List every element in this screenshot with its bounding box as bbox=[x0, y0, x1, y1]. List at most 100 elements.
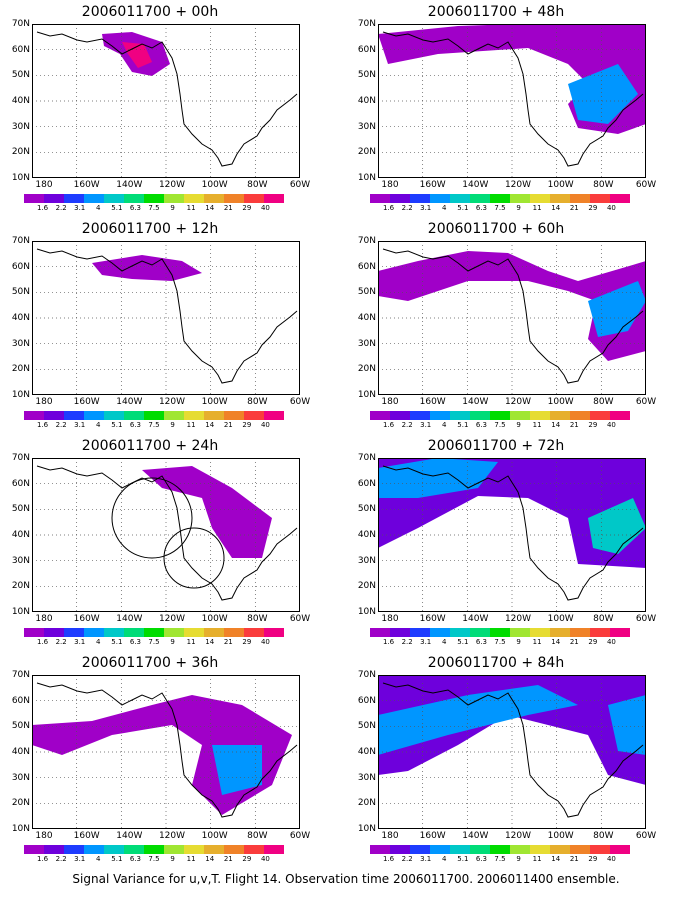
colorbar-segment bbox=[124, 628, 144, 637]
colorbar-segment bbox=[164, 628, 184, 637]
colorbar-segment bbox=[164, 411, 184, 420]
colorbar-label: 3.1 bbox=[74, 638, 86, 646]
lat-tick-label: 60N bbox=[357, 261, 376, 272]
colorbar-segment bbox=[430, 194, 450, 203]
colorbar-label: 4 bbox=[96, 638, 101, 646]
lat-tick-label: 40N bbox=[11, 96, 30, 106]
colorbar-label: 7.5 bbox=[148, 855, 160, 863]
lat-tick-label: 60N bbox=[11, 478, 30, 489]
coastline bbox=[382, 682, 644, 818]
map-panel-12h: 2006011700 + 12h 70N 60N 50N 40N 30N 20N 10N 180… bbox=[0, 221, 310, 433]
lat-tick-label: 70N bbox=[11, 453, 30, 463]
lat-tick-label: 20N bbox=[11, 364, 30, 375]
colorbar-label: 5.1 bbox=[111, 204, 123, 212]
colorbar-segment bbox=[84, 628, 104, 637]
colorbar-label: 4 bbox=[96, 421, 101, 429]
colorbar-segment bbox=[104, 628, 124, 637]
map-plot bbox=[378, 675, 646, 829]
lon-tick-label: 100W bbox=[201, 180, 228, 190]
colorbar-segment bbox=[450, 628, 470, 637]
lon-tick-label: 180 bbox=[35, 831, 53, 841]
colorbar-label: 7.5 bbox=[494, 204, 506, 212]
lat-tick-label: 10N bbox=[11, 824, 30, 834]
colorbar-segment bbox=[370, 411, 390, 420]
colorbar-label: 14 bbox=[551, 855, 561, 863]
lon-tick-label: 160W bbox=[73, 614, 100, 624]
lat-tick-label: 70N bbox=[11, 670, 30, 680]
colorbar-label: 1.6 bbox=[382, 638, 395, 646]
colorbar-label: 9 bbox=[516, 638, 521, 646]
map-frame bbox=[378, 24, 646, 178]
map-panel-00h: 2006011700 + 00h 70N 60N 50N 40N 30N 20N 10N 180… bbox=[0, 4, 310, 216]
colorbar-label: 11 bbox=[532, 638, 542, 646]
colorbar-label: 2.2 bbox=[401, 638, 413, 646]
lat-tick-label: 10N bbox=[357, 173, 376, 183]
lat-tick-label: 20N bbox=[11, 581, 30, 592]
colorbar-segment bbox=[184, 194, 204, 203]
colorbar-label: 14 bbox=[205, 638, 215, 646]
colorbar-segment bbox=[430, 628, 450, 637]
colorbar-segment bbox=[224, 628, 244, 637]
colorbar-segment bbox=[24, 411, 44, 420]
colorbar-segment bbox=[264, 845, 284, 854]
variance-shading bbox=[212, 745, 262, 795]
colorbar-segment bbox=[44, 845, 64, 854]
colorbar-label: 40 bbox=[260, 855, 270, 863]
colorbar-segment bbox=[204, 845, 224, 854]
colorbar-label: 9 bbox=[516, 421, 521, 429]
colorbar-label: 11 bbox=[186, 855, 196, 863]
lat-tick-label: 20N bbox=[357, 798, 376, 809]
lon-tick-label: 80W bbox=[593, 180, 614, 190]
colorbar-segment bbox=[530, 845, 550, 854]
colorbar-segment bbox=[450, 845, 470, 854]
variance-shading bbox=[588, 281, 646, 337]
map-panel-36h: 2006011700 + 36h 70N 60N 50N 40N 30N 20N 10N 180… bbox=[0, 655, 310, 867]
colorbar-label: 1.6 bbox=[36, 204, 49, 212]
lon-tick-label: 80W bbox=[247, 614, 268, 624]
colorbar-label: 29 bbox=[242, 421, 252, 429]
colorbar-segment bbox=[224, 411, 244, 420]
colorbar-label: 40 bbox=[606, 638, 616, 646]
colorbar bbox=[24, 411, 284, 420]
colorbar-label: 21 bbox=[569, 204, 579, 212]
colorbar-label: 6.3 bbox=[475, 204, 487, 212]
lon-tick-label: 140W bbox=[462, 397, 489, 407]
colorbar-label: 40 bbox=[260, 421, 270, 429]
colorbar-label: 21 bbox=[223, 204, 233, 212]
colorbar-segment bbox=[510, 628, 530, 637]
lat-tick-label: 40N bbox=[357, 313, 376, 323]
colorbar-label: 29 bbox=[242, 638, 252, 646]
colorbar-label: 14 bbox=[551, 638, 561, 646]
colorbar-segment bbox=[430, 411, 450, 420]
lon-tick-label: 100W bbox=[201, 614, 228, 624]
colorbar-segment bbox=[470, 845, 490, 854]
lon-tick-label: 60W bbox=[289, 614, 311, 624]
observation-circle bbox=[163, 527, 225, 589]
colorbar-label: 11 bbox=[532, 421, 542, 429]
colorbar-label: 40 bbox=[606, 855, 616, 863]
lat-tick-label: 20N bbox=[11, 798, 30, 809]
colorbar-label: 9 bbox=[516, 204, 521, 212]
colorbar-segment bbox=[430, 845, 450, 854]
lat-tick-label: 70N bbox=[357, 670, 376, 680]
map-plot bbox=[32, 458, 300, 612]
lat-tick-label: 30N bbox=[357, 121, 376, 132]
coastline bbox=[36, 31, 298, 167]
lat-tick-label: 10N bbox=[357, 824, 376, 834]
coastline bbox=[36, 682, 298, 818]
colorbar-label: 7.5 bbox=[148, 421, 160, 429]
lat-tick-label: 70N bbox=[11, 236, 30, 246]
colorbar-segment bbox=[450, 411, 470, 420]
lon-tick-label: 140W bbox=[462, 180, 489, 190]
colorbar-segment bbox=[164, 194, 184, 203]
lon-tick-label: 120W bbox=[158, 397, 186, 407]
variance-shading bbox=[378, 251, 646, 361]
colorbar-label: 40 bbox=[260, 204, 270, 212]
colorbar-segment bbox=[124, 845, 144, 854]
map-frame bbox=[378, 458, 646, 612]
lat-tick-label: 40N bbox=[357, 96, 376, 106]
colorbar-label: 21 bbox=[569, 638, 579, 646]
colorbar-segment bbox=[144, 194, 164, 203]
colorbar-label: 4 bbox=[96, 855, 101, 863]
colorbar-label: 7.5 bbox=[494, 855, 506, 863]
